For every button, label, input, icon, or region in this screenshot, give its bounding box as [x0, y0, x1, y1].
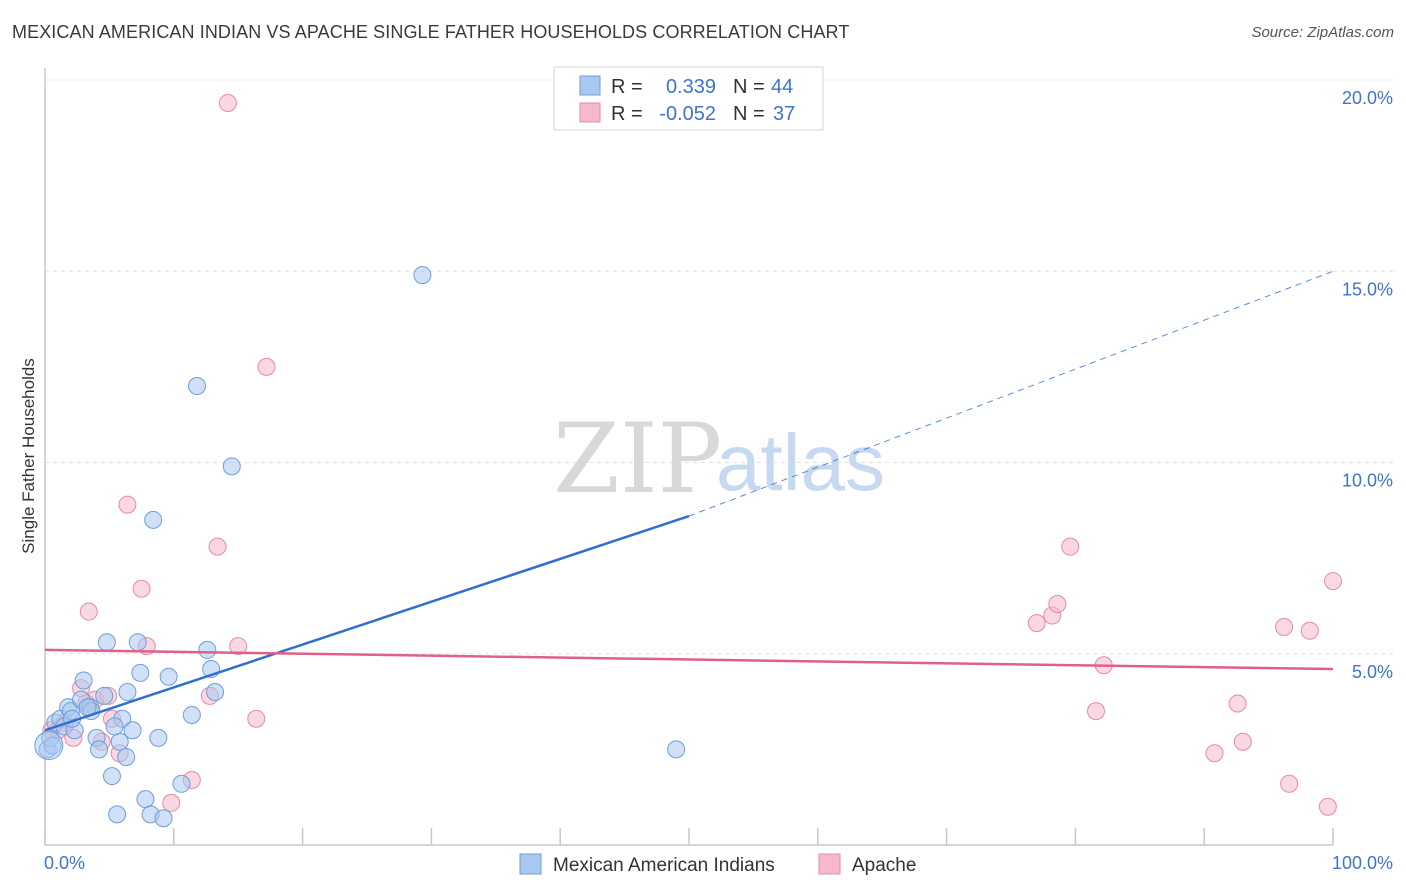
mexican-american-indian-point-29	[149, 728, 168, 747]
x-tick-label-max: 100.0%	[1332, 853, 1393, 873]
apache-point-16	[208, 537, 227, 556]
apache-point-29	[1233, 732, 1252, 751]
legend-r-label-blue: R =	[611, 76, 643, 98]
apache-point-30	[1275, 617, 1294, 636]
mexican-american-indian-point-40	[667, 740, 686, 759]
watermark-zip: ZIP	[553, 403, 722, 515]
mexican-american-indian-point-35	[198, 640, 217, 659]
mexican-american-indian-point-18	[108, 805, 127, 824]
legend-swatch-blue	[579, 75, 601, 96]
trend-line-blue	[44, 514, 690, 732]
chart-title: MEXICAN AMERICAN INDIAN VS APACHE SINGLE…	[12, 22, 850, 42]
watermark: ZIP atlas	[553, 403, 885, 515]
mexican-american-indian-point-14	[90, 740, 109, 759]
legend-r-label-pink: R =	[611, 103, 643, 125]
apache-point-11	[132, 579, 151, 598]
y-tick-label-3: 20.0%	[1342, 88, 1393, 108]
mexican-american-indian-point-28	[144, 510, 163, 529]
mexican-american-indian-point-38	[222, 457, 241, 476]
watermark-atlas: atlas	[716, 418, 885, 507]
mexican-american-indian-point-26	[136, 790, 155, 809]
apache-point-23	[1048, 595, 1067, 614]
mexican-american-indian-point-23	[123, 721, 142, 740]
series-legend-swatch-blue	[519, 853, 542, 875]
legend-n-value-pink: 37	[773, 103, 795, 125]
y-tick-label-0: 5.0%	[1352, 662, 1393, 682]
mexican-american-indian-point-39	[413, 266, 432, 285]
series-legend-label-blue: Mexican American Indians	[553, 855, 775, 876]
source-credit: Source: ZipAtlas.com	[1251, 24, 1394, 41]
legend-r-value-pink: -0.052	[659, 103, 716, 125]
series-legend: Mexican American Indians Apache	[519, 853, 916, 876]
x-ticks	[44, 828, 1334, 845]
mexican-american-indian-point-21	[117, 748, 136, 767]
mexican-american-indian-point-33	[182, 705, 201, 724]
apache-point-18	[229, 637, 248, 656]
mexican-american-indian-point-10	[74, 671, 93, 690]
mexican-american-indian-point-30	[154, 809, 173, 828]
mexican-american-indian-point-17	[102, 767, 121, 786]
y-tick-label-2: 15.0%	[1342, 279, 1393, 299]
legend-swatch-pink	[579, 102, 601, 123]
x-tick-label-min: 0.0%	[44, 853, 85, 873]
series-legend-swatch-pink	[818, 853, 841, 875]
mexican-american-indian-point-37	[206, 683, 225, 701]
y-tick-labels: 5.0% 10.0% 15.0% 20.0%	[1342, 88, 1393, 682]
legend-n-label-pink: N =	[733, 103, 765, 125]
apache-point-10	[118, 495, 137, 514]
mexican-american-indian-point-34	[187, 377, 206, 395]
apache-point-31	[1280, 774, 1299, 793]
mexican-american-indian-point-32	[172, 774, 191, 793]
trend-lines	[44, 270, 1334, 732]
apache-point-24	[1061, 537, 1080, 556]
trend-line-pink	[44, 648, 1334, 671]
grid-lines	[45, 79, 1393, 655]
trend-line-blue-extension	[688, 270, 1334, 517]
apache-point-13	[162, 793, 181, 812]
apache-point-27	[1205, 744, 1224, 763]
legend-n-value-blue: 44	[771, 76, 793, 98]
apache-point-19	[247, 709, 266, 728]
mexican-american-indian-points	[34, 266, 686, 828]
legend-n-label-blue: N =	[733, 76, 765, 98]
mexican-american-indian-point-43	[105, 717, 124, 736]
apache-point-28	[1228, 694, 1247, 713]
stats-legend: R = 0.339 N = 44 R = -0.052 N = 37	[553, 66, 824, 131]
mexican-american-indian-point-22	[118, 683, 137, 701]
mexican-american-indian-point-15	[95, 686, 114, 705]
apache-point-25	[1087, 702, 1106, 721]
apache-point-32	[1300, 621, 1319, 640]
apache-point-4	[79, 602, 98, 621]
mexican-american-indian-point-31	[159, 667, 178, 686]
mexican-american-indian-point-25	[131, 663, 150, 682]
apache-point-34	[1324, 572, 1342, 591]
apache-point-21	[1027, 614, 1046, 633]
y-axis-label: Single Father Households	[19, 358, 38, 554]
mexican-american-indian-cluster-point	[34, 731, 64, 761]
apache-point-33	[1318, 797, 1337, 816]
y-tick-label-1: 10.0%	[1342, 471, 1393, 491]
legend-r-value-blue: 0.339	[666, 76, 716, 98]
apache-point-20	[257, 357, 276, 376]
mexican-american-indian-point-24	[128, 633, 147, 652]
mexican-american-indian-point-16	[97, 633, 116, 652]
series-legend-label-pink: Apache	[852, 855, 916, 876]
apache-point-17	[218, 93, 237, 112]
